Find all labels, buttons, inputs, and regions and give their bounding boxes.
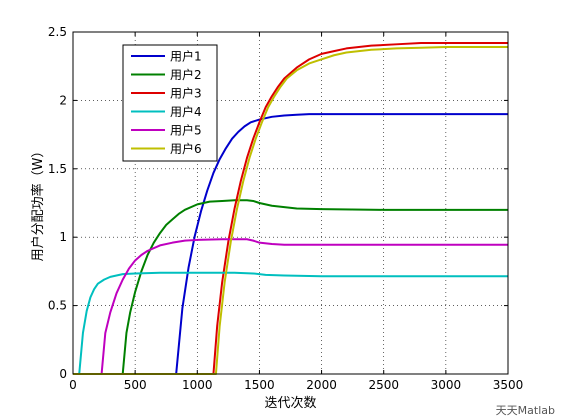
legend-label: 用户2 [170,67,202,82]
x-tick-label: 3500 [493,378,524,392]
series-layer [73,41,508,375]
series-line-5 [73,238,508,375]
series-line-4 [73,271,508,375]
y-tick-label: 0 [59,367,67,381]
x-tick-label: 1000 [182,378,213,392]
legend-label: 用户5 [170,123,202,138]
legend: 用户1 用户2 用户3 用户4 用户5 用户6 [122,44,218,162]
series-line-3 [73,41,508,375]
x-tick-label: 1500 [244,378,275,392]
x-tick-label: 500 [124,378,147,392]
legend-box [122,44,218,162]
x-tick-label: 2500 [368,378,399,392]
y-tick-label: 1.5 [48,162,67,176]
watermark: 天天Matlab [495,404,555,417]
tick-layer: 0 500 1000 1500 2000 2500 3000 3500 0 0.5 1 1.5 2 2.5 [48,25,523,392]
plot-frame [72,31,509,375]
x-tick-label: 0 [69,378,77,392]
y-axis-label: 用户分配功率（W） [30,145,46,262]
x-tick-label: 2000 [306,378,337,392]
series-line-2 [73,199,508,375]
legend-label: 用户4 [170,104,202,119]
y-tick-label: 1 [59,230,67,244]
legend-label: 用户3 [170,86,202,101]
y-tick-label: 2 [59,93,67,107]
legend-label: 用户1 [170,49,202,64]
y-tick-label: 0.5 [48,299,67,313]
x-tick-label: 3000 [431,378,462,392]
x-axis-label: 迭代次数 [264,395,316,411]
legend-label: 用户6 [170,141,202,156]
y-tick-label: 2.5 [48,25,67,39]
series-line-6 [73,46,508,375]
